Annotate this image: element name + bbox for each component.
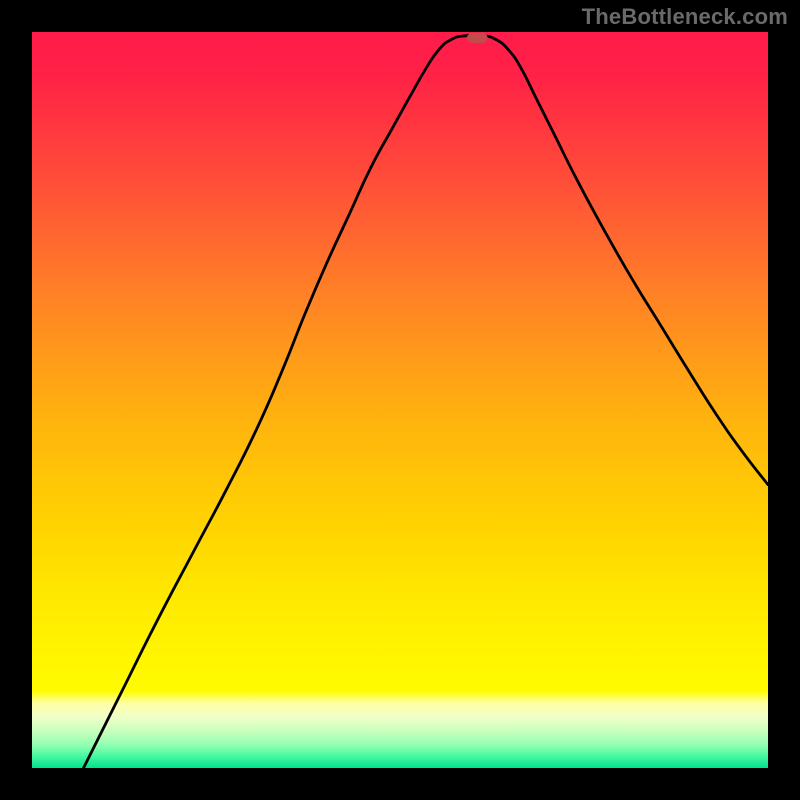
watermark-text: TheBottleneck.com — [582, 4, 788, 30]
optimum-marker — [467, 33, 488, 43]
plot-frame — [32, 32, 768, 768]
chart-container: TheBottleneck.com — [0, 0, 800, 800]
plot-svg — [32, 32, 768, 768]
background-gradient — [32, 32, 768, 768]
